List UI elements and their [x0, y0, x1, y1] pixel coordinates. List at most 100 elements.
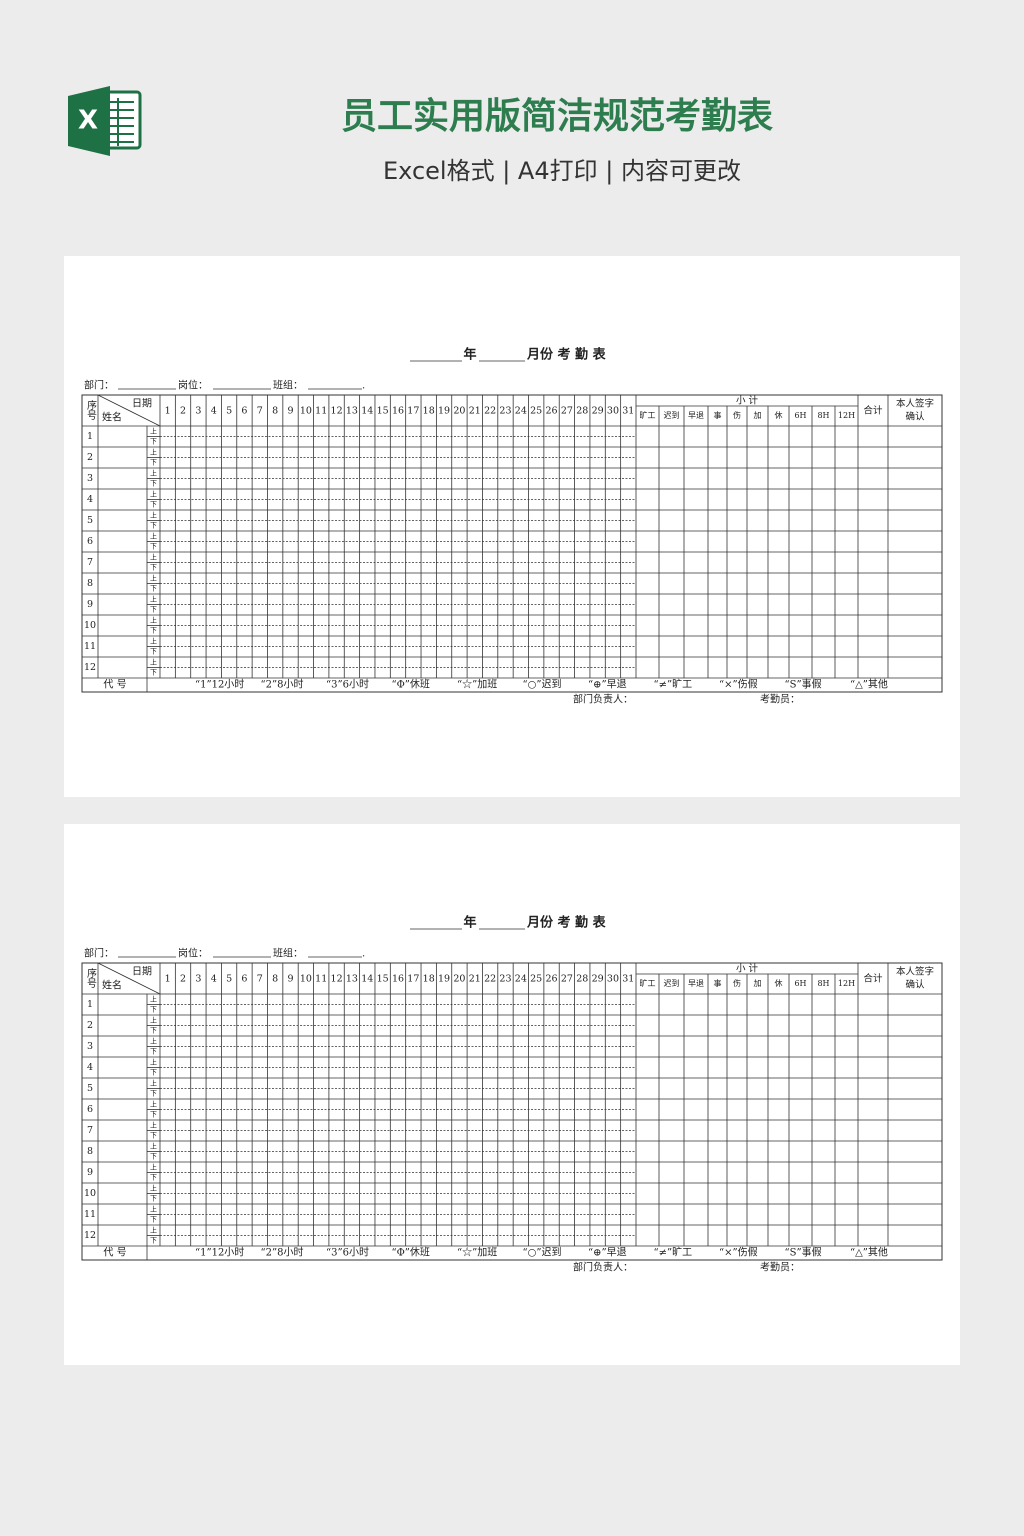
day-header: 15 — [377, 406, 389, 417]
day-header: 14 — [361, 974, 373, 985]
day-header: 14 — [361, 406, 373, 417]
subtotal-header: 小 计 — [736, 395, 759, 407]
half-label: 下 — [150, 648, 157, 656]
legend-item: “⊕”早退 — [588, 679, 627, 691]
day-header: 9 — [287, 406, 293, 417]
row-number: 5 — [87, 1083, 93, 1094]
code-label: 代 号 — [103, 679, 126, 691]
day-header: 1 — [165, 974, 171, 985]
subtotal-column: 事 — [714, 410, 722, 420]
row-number: 1 — [87, 431, 93, 442]
half-label: 下 — [150, 669, 157, 677]
half-label: 下 — [150, 438, 157, 446]
row-number: 9 — [87, 599, 93, 610]
date-header: 日期 — [132, 966, 152, 978]
subtotal-column: 迟到 — [664, 979, 680, 988]
day-header: 25 — [530, 406, 542, 417]
row-number: 1 — [87, 999, 93, 1010]
subtotal-column: 8H — [817, 979, 829, 988]
subtotal-header: 小 计 — [736, 963, 759, 975]
day-header: 10 — [300, 974, 312, 985]
day-header: 27 — [561, 406, 573, 417]
half-label: 上 — [150, 1037, 157, 1046]
subtotal-column: 加 — [754, 410, 762, 420]
day-header: 31 — [622, 406, 634, 417]
legend-item: “○”迟到 — [523, 1246, 562, 1259]
subtotal-column: 8H — [817, 411, 829, 420]
day-header: 27 — [561, 974, 573, 985]
half-label: 上 — [150, 1058, 157, 1067]
day-header: 29 — [592, 974, 604, 985]
diagonal — [97, 962, 161, 995]
day-header: 30 — [607, 974, 619, 985]
day-header: 26 — [546, 406, 558, 417]
day-header: 12 — [331, 974, 343, 985]
subtotal-column: 6H — [794, 979, 806, 988]
sheet — [64, 824, 960, 1365]
manager-label: 部门负责人： — [573, 693, 633, 706]
day-header: 2 — [180, 974, 186, 985]
half-label: 上 — [150, 1100, 157, 1109]
half-label: 下 — [150, 564, 157, 572]
day-header: 13 — [346, 406, 358, 417]
row-number: 9 — [87, 1167, 93, 1178]
row-number: 10 — [84, 620, 96, 631]
excel-icon: X — [68, 86, 142, 156]
half-label: 上 — [150, 574, 157, 583]
day-header: 18 — [423, 406, 435, 417]
row-number: 12 — [84, 662, 96, 673]
legend-item: “1”12小时 — [195, 1247, 244, 1259]
day-header: 11 — [315, 974, 327, 985]
half-label: 下 — [150, 1027, 157, 1035]
half-label: 下 — [150, 501, 157, 509]
info-label: 班组： — [273, 947, 303, 960]
day-header: 19 — [438, 406, 450, 417]
legend-item: “☆”加班 — [457, 679, 497, 691]
signature-header: 本人签字 — [896, 398, 934, 410]
info-label: 岗位： — [178, 947, 208, 960]
day-header: 16 — [392, 406, 404, 417]
name-header: 姓名 — [102, 411, 122, 424]
row-number: 8 — [87, 578, 93, 589]
half-label: 上 — [150, 1142, 157, 1151]
day-header: 24 — [515, 406, 527, 417]
half-label: 上 — [150, 1163, 157, 1172]
subtotal-column: 迟到 — [664, 411, 680, 420]
svg-text:X: X — [78, 106, 98, 136]
day-header: 9 — [287, 974, 293, 985]
day-header: 10 — [300, 406, 312, 417]
day-header: 6 — [241, 406, 247, 417]
half-label: 上 — [150, 1121, 157, 1130]
manager-label: 部门负责人： — [573, 1261, 633, 1274]
day-header: 18 — [423, 974, 435, 985]
half-label: 上 — [150, 1226, 157, 1235]
subtotal-column: 12H — [838, 979, 855, 988]
subtotal-column: 事 — [714, 978, 722, 988]
name-header: 姓名 — [102, 979, 122, 992]
subtotal-column: 早退 — [688, 411, 704, 420]
info-label: 岗位： — [178, 379, 208, 392]
legend-item: “3”6小时 — [326, 1247, 369, 1259]
seq-header: 序号 — [85, 399, 97, 421]
subtotal-column: 旷工 — [640, 410, 656, 420]
day-header: 1 — [165, 406, 171, 417]
date-header: 日期 — [132, 398, 152, 410]
info-label: 部门： — [84, 379, 114, 392]
clerk-label: 考勤员： — [760, 1261, 800, 1274]
half-label: 下 — [150, 585, 157, 593]
subtotal-column: 伤 — [733, 410, 741, 420]
day-header: 22 — [484, 406, 496, 417]
row-number: 5 — [87, 515, 93, 526]
day-header: 26 — [546, 974, 558, 985]
seq-header: 序号 — [85, 967, 97, 989]
legend-item: “S”事假 — [785, 678, 822, 691]
half-label: 上 — [150, 658, 157, 667]
legend-item: “2”8小时 — [261, 679, 304, 691]
sheet-title: 月份 考 勤 表 — [526, 915, 607, 931]
half-label: 下 — [150, 627, 157, 635]
half-label: 上 — [150, 1205, 157, 1214]
row-number: 2 — [87, 452, 93, 463]
day-header: 17 — [407, 406, 419, 417]
info-label: 班组： — [273, 379, 303, 392]
table-border — [81, 394, 943, 693]
